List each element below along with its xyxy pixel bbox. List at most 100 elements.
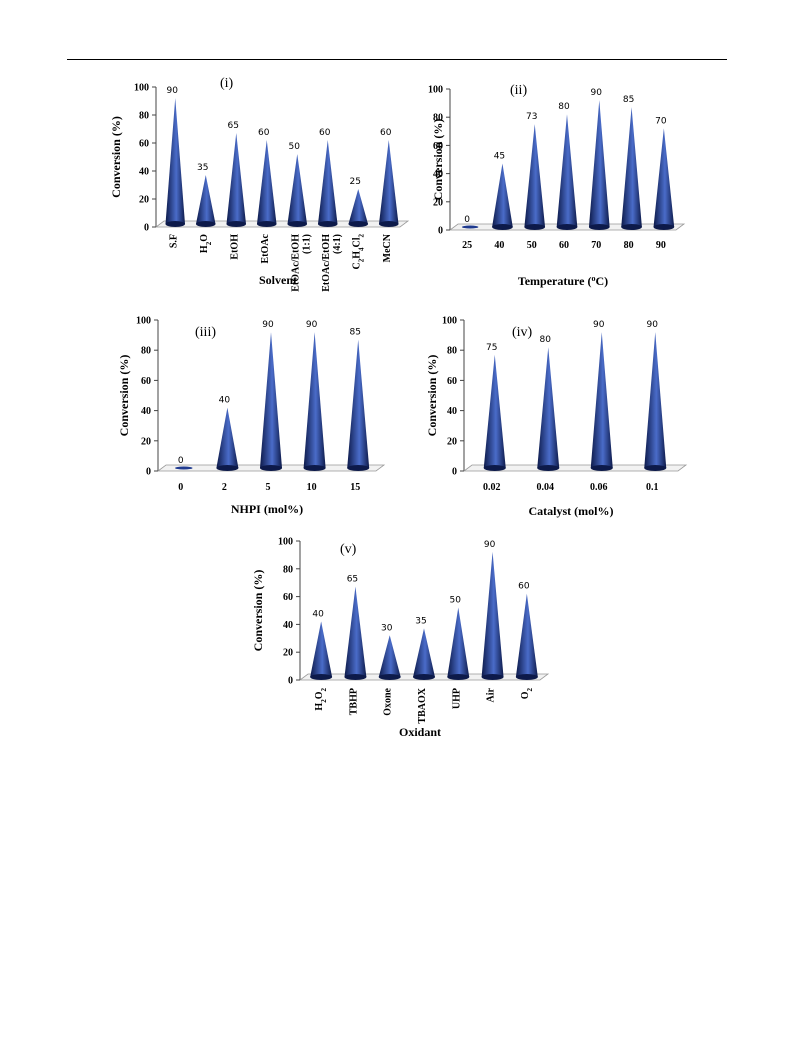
panel-label: (v): [340, 542, 357, 557]
y-tick-label: 40: [283, 620, 293, 631]
cone-body: [492, 163, 513, 227]
y-tick-label: 40: [139, 167, 149, 178]
cone-body: [378, 140, 399, 224]
cone-body: [317, 140, 338, 224]
x-tick-label: 40: [494, 240, 504, 251]
y-tick-label: 100: [442, 316, 457, 327]
y-tick-label: 60: [139, 139, 149, 150]
y-tick-label: 60: [141, 376, 151, 387]
y-tick-label: 80: [447, 346, 457, 357]
x-tick-label: S.F: [168, 234, 179, 248]
cone-base: [515, 674, 538, 680]
cone-body: [653, 128, 675, 227]
data-label: 60: [518, 582, 530, 592]
data-label: 60: [319, 128, 331, 138]
data-label: 85: [623, 95, 634, 105]
x-tick-label: 80: [624, 240, 634, 251]
cone-body: [556, 114, 578, 227]
panel-label: (iii): [195, 325, 216, 340]
data-label: 35: [197, 163, 208, 173]
y-tick-label: 0: [452, 467, 457, 478]
cone-base: [256, 221, 277, 227]
y-tick-label: 20: [139, 195, 149, 206]
data-label: 90: [647, 320, 659, 330]
cone-bar: [515, 593, 538, 680]
cone-base: [303, 465, 326, 471]
x-tick-label: 70: [591, 240, 601, 251]
cone-body: [413, 628, 435, 677]
y-tick-label: 20: [283, 648, 293, 659]
x-tick-label: Air: [486, 687, 497, 702]
cone-bar: [226, 133, 247, 227]
cone-base: [461, 225, 479, 229]
cone-base: [537, 465, 560, 471]
x-tick-label-line2: (4:1): [332, 234, 343, 254]
data-label: 0: [464, 215, 470, 225]
y-tick-label: 80: [283, 564, 293, 575]
x-tick-label: 0.04: [537, 482, 555, 493]
cone-base: [588, 224, 610, 230]
cone-body: [344, 586, 367, 677]
x-tick-label: 90: [656, 240, 666, 251]
cone-bar: [483, 354, 506, 471]
data-label: 60: [258, 128, 270, 138]
cone-base: [481, 674, 504, 680]
cone-base: [378, 674, 401, 680]
x-tick-label: 25: [462, 240, 472, 251]
solvent-chart: 0 20 40 60 80 100 Conversion (%) (i) 90 S.F 35 H2O 6…: [109, 76, 410, 292]
x-tick-label: 0.1: [646, 482, 659, 493]
data-label: 70: [655, 116, 667, 126]
cone-bar: [165, 98, 186, 227]
cone-body: [216, 407, 239, 468]
x-tick-label: 5: [266, 482, 271, 493]
panel-label: (iv): [512, 325, 533, 340]
x-tick-label: 60: [559, 240, 569, 251]
x-tick-label: EtOAc/EtOH: [321, 234, 332, 292]
chart-floor: [154, 220, 410, 228]
y-tick-label: 40: [141, 406, 151, 417]
data-label: 60: [380, 128, 392, 138]
data-label: 45: [494, 152, 505, 162]
data-label: 30: [381, 623, 393, 633]
y-tick-label: 40: [447, 406, 457, 417]
cone-bar: [461, 225, 479, 229]
y-tick-label: 20: [447, 436, 457, 447]
x-tick-label: O2: [520, 688, 534, 700]
x-tick-label: C2H4Cl2: [351, 234, 365, 270]
y-tick-label: 60: [447, 376, 457, 387]
cone-body: [537, 347, 560, 468]
x-axis-title: Catalyst (mol%): [529, 504, 614, 518]
x-tick-label: 15: [350, 482, 360, 493]
data-label: 90: [167, 86, 179, 96]
cone-base: [590, 465, 613, 471]
cone-base: [287, 221, 308, 227]
cone-base: [621, 224, 642, 230]
cone-bar: [303, 332, 326, 471]
y-axis-title: Conversion (%): [117, 355, 131, 437]
data-label: 73: [526, 112, 537, 122]
cone-body: [588, 100, 610, 227]
y-tick-label: 40: [433, 169, 443, 180]
cone-base: [226, 221, 247, 227]
cone-base: [413, 674, 435, 680]
cone-bar: [653, 128, 675, 230]
cone-bar: [524, 124, 546, 230]
cone-base: [378, 221, 399, 227]
x-tick-label: 0: [178, 482, 183, 493]
data-label: 0: [178, 456, 184, 466]
cone-base: [556, 224, 578, 230]
data-label: 40: [312, 609, 324, 619]
cone-bar: [644, 332, 667, 471]
temperature-chart: 0 20 40 60 80 100 Conversion (%) (ii) 0 25 45 40 73 5…: [428, 83, 686, 288]
cone-bar: [621, 107, 642, 230]
cone-base: [344, 674, 367, 680]
y-tick-label: 80: [433, 113, 443, 124]
y-axis-title: Conversion (%): [431, 119, 445, 201]
cone-bar: [195, 175, 216, 227]
cone-base: [653, 224, 675, 230]
x-tick-label: 10: [307, 482, 317, 493]
cone-bar: [175, 466, 193, 470]
nhpi-chart: 0 20 40 60 80 100 Conversion (%) (iii) 0 0 40 2 90 5 9…: [117, 316, 386, 516]
y-axis-title: Conversion (%): [251, 570, 265, 652]
cone-body: [287, 154, 308, 224]
